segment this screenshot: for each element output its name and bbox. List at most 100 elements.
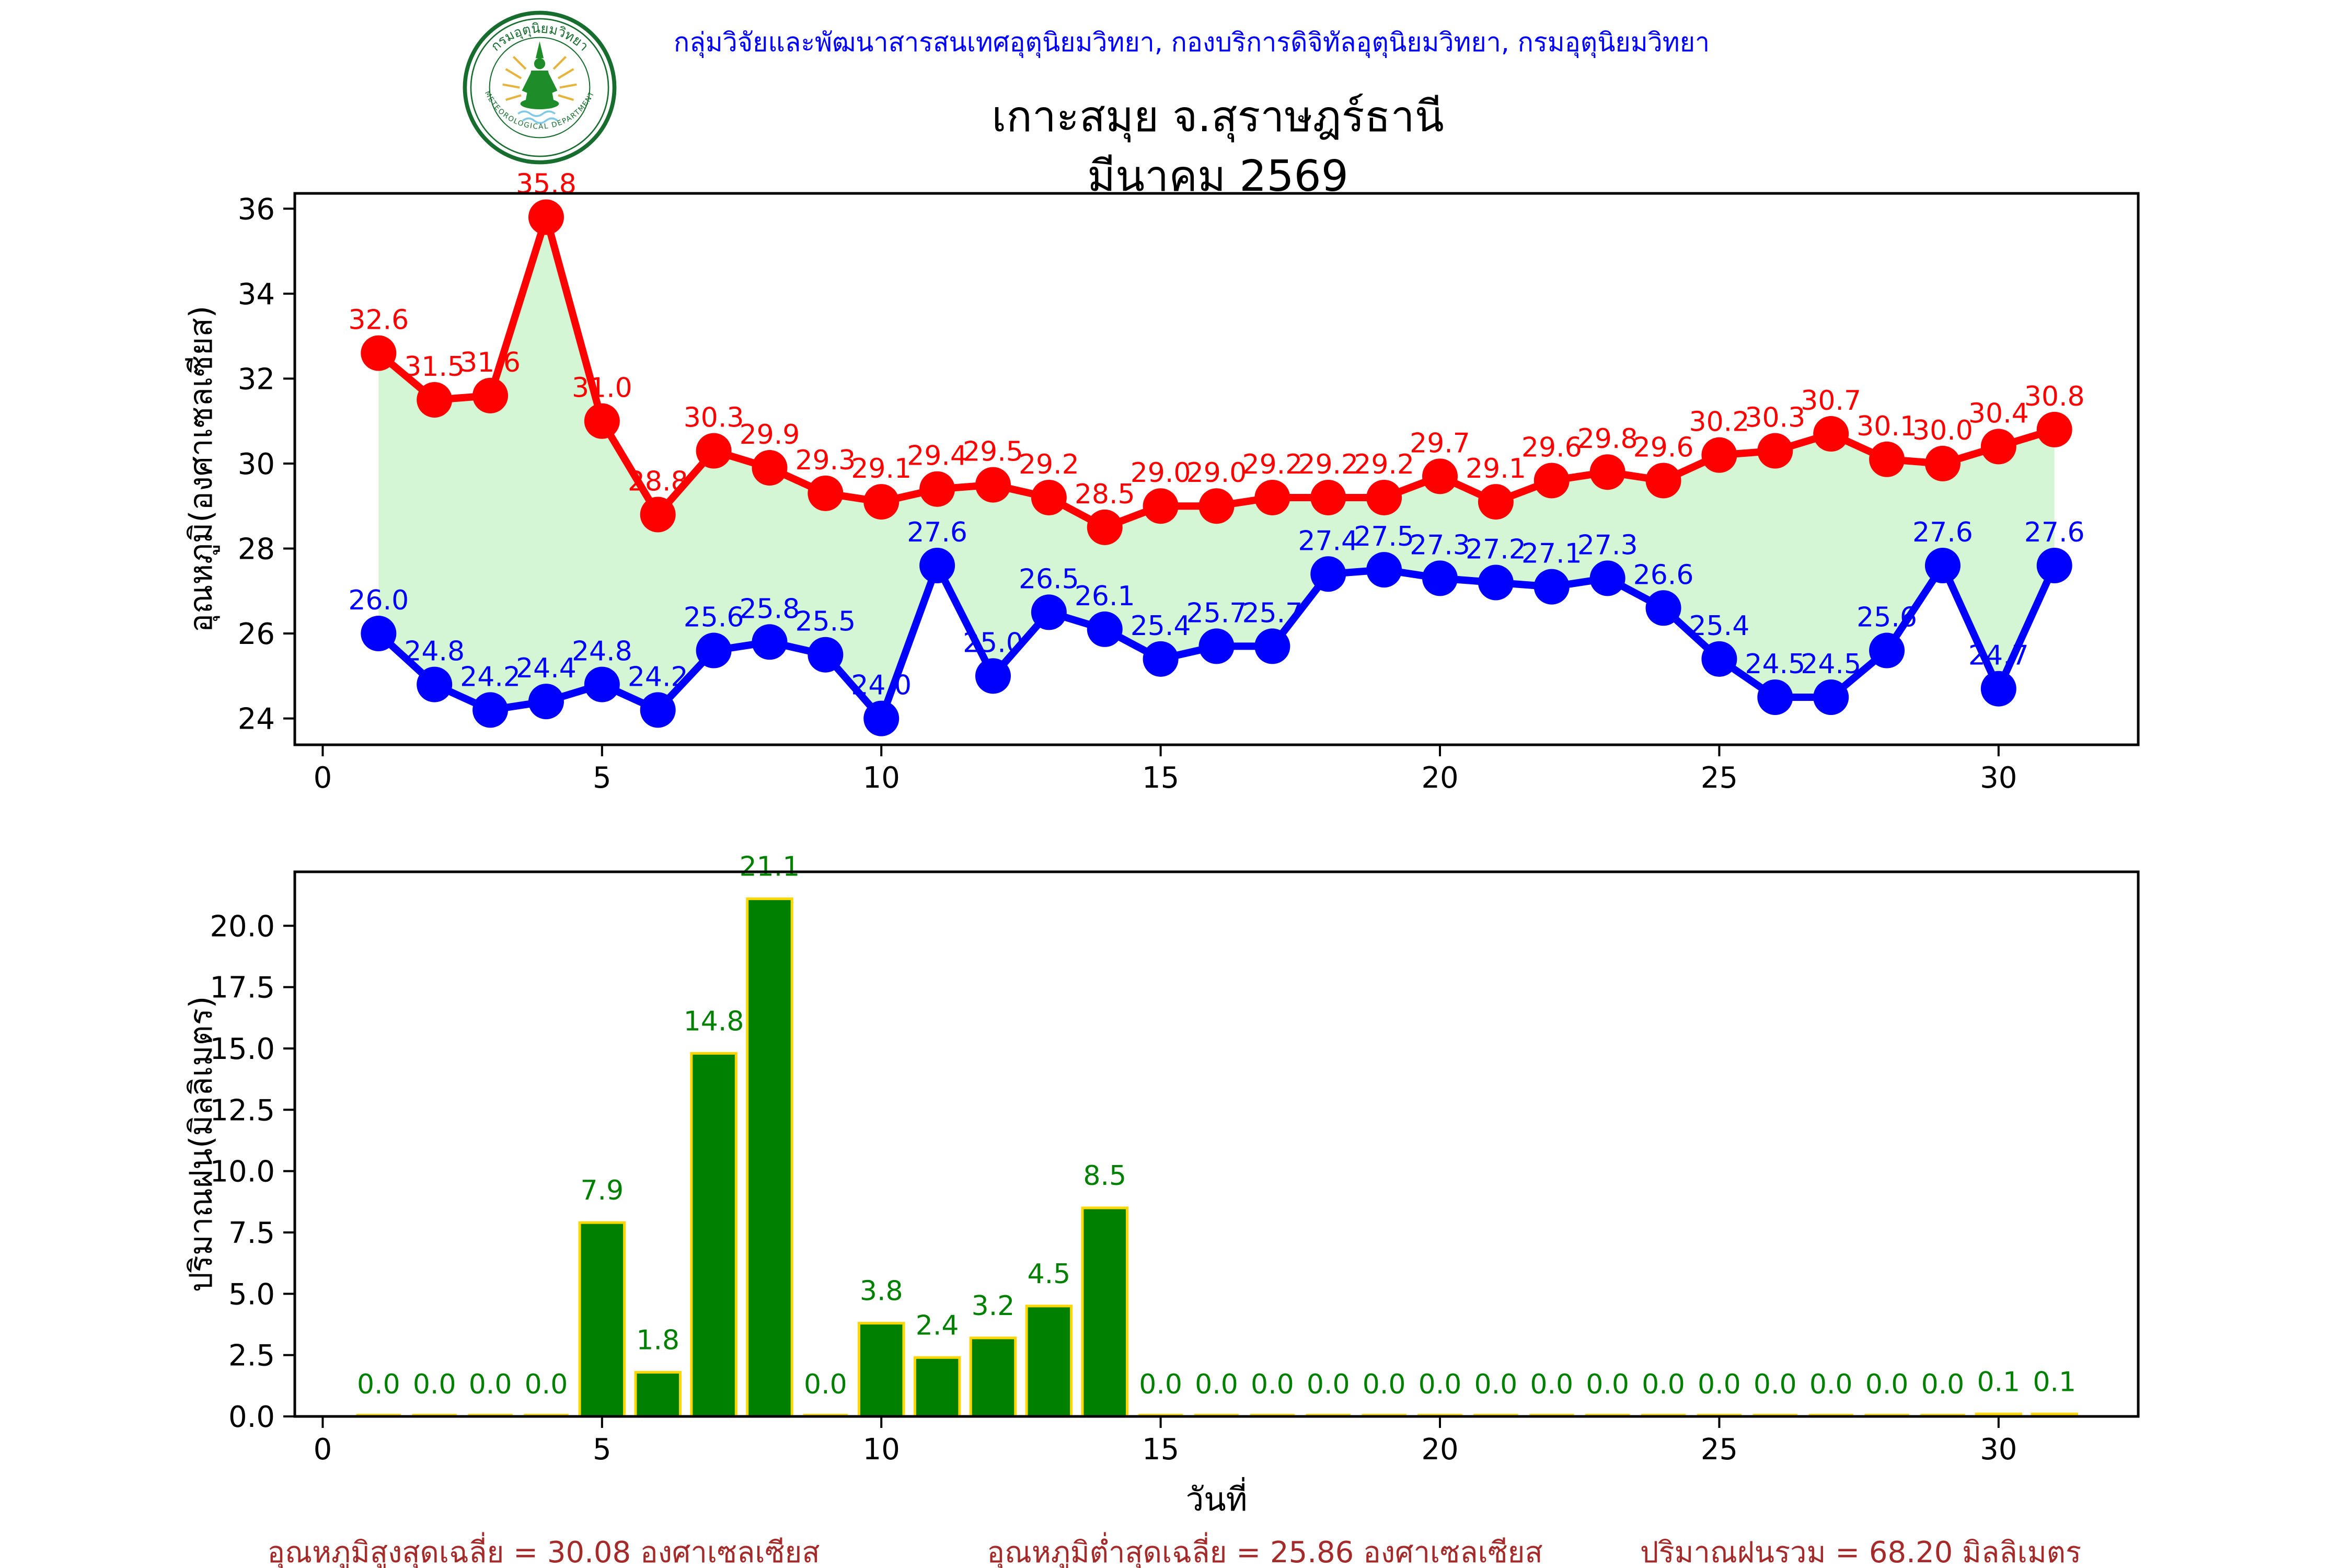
min-temp-point	[1143, 641, 1179, 677]
rain-value-label: 0.0	[1474, 1369, 1518, 1400]
min-temp-point	[1645, 590, 1681, 626]
min-temp-value-label: 25.6	[684, 602, 744, 633]
rain-value-label: 0.0	[525, 1369, 568, 1400]
min-temp-point	[361, 616, 397, 652]
max-temp-value-label: 30.3	[684, 402, 744, 434]
rain-value-label: 0.0	[469, 1369, 512, 1400]
min-temp-point	[1589, 560, 1625, 596]
temp-x-tick-label: 0	[314, 761, 332, 795]
max-temp-point	[919, 471, 955, 507]
temp-x-tick-label: 25	[1701, 761, 1738, 795]
rain-value-label: 0.0	[1586, 1369, 1629, 1400]
rain-bar	[746, 897, 793, 1418]
temp-y-tick-label: 32	[238, 362, 275, 396]
rain-bar	[578, 1221, 626, 1418]
max-temp-value-label: 35.8	[516, 169, 577, 200]
max-temp-point	[1757, 433, 1793, 469]
max-temp-value-label: 30.4	[1968, 398, 2029, 429]
rain-value-label: 1.8	[636, 1325, 679, 1356]
min-temp-value-label: 24.5	[1801, 649, 1861, 680]
max-temp-value-label: 29.8	[1577, 423, 1638, 455]
min-temp-point	[1366, 552, 1402, 588]
min-temp-point	[1813, 679, 1849, 715]
rain-value-label: 0.0	[1754, 1369, 1797, 1400]
min-temp-point	[1422, 560, 1458, 596]
rain-value-label: 0.0	[1530, 1369, 1573, 1400]
avg-min-temp-stat: อุณหภูมิต่ำสุดเฉลี่ย = 25.86 องศาเซลเซีย…	[987, 1536, 1543, 1568]
max-temp-value-label: 29.1	[1466, 453, 1526, 485]
rain-value-label: 0.0	[1307, 1369, 1350, 1400]
max-temp-point	[640, 497, 676, 533]
max-temp-point	[1645, 463, 1681, 499]
min-temp-point	[472, 692, 509, 728]
rain-bar	[913, 1356, 961, 1418]
max-temp-point	[808, 475, 844, 511]
rain-y-tick-label: 2.5	[228, 1339, 275, 1373]
max-temp-point	[1924, 445, 1961, 481]
rain-x-tick-label: 30	[1980, 1433, 2017, 1467]
min-temp-value-label: 24.4	[516, 653, 577, 684]
min-temp-value-label: 25.0	[963, 627, 1023, 659]
max-temp-value-label: 30.2	[1689, 407, 1750, 438]
rain-value-label: 0.0	[1698, 1369, 1741, 1400]
min-temp-value-label: 25.6	[1857, 602, 1917, 633]
max-temp-point	[1366, 479, 1402, 515]
max-temp-point	[863, 484, 900, 520]
rain-y-tick-label: 20.0	[210, 909, 275, 943]
min-temp-point	[863, 700, 900, 736]
min-temp-point	[417, 666, 453, 702]
min-temp-point	[975, 658, 1011, 694]
min-temp-point	[1087, 611, 1123, 647]
min-temp-value-label: 25.4	[1131, 610, 1191, 642]
min-temp-point	[1924, 548, 1961, 584]
min-temp-value-label: 24.2	[460, 661, 521, 693]
page-title: เกาะสมุย จ.สุราษฎร์ธานี	[991, 92, 1444, 142]
max-temp-point	[2036, 411, 2072, 447]
max-temp-value-label: 29.2	[1298, 449, 1358, 480]
rain-plot-border	[293, 870, 2140, 1418]
max-temp-value-label: 29.6	[1521, 432, 1582, 463]
rain-x-tick-label: 0	[314, 1433, 332, 1467]
rain-value-label: 0.0	[1921, 1369, 1965, 1400]
min-temp-point	[752, 624, 788, 660]
max-temp-point	[361, 335, 397, 371]
rain-y-tick-label: 15.0	[210, 1032, 275, 1066]
max-temp-value-label: 29.2	[1019, 449, 1079, 480]
rain-value-label: 0.1	[2033, 1366, 2076, 1398]
max-temp-point	[1980, 429, 2016, 465]
min-temp-value-label: 24.0	[851, 670, 912, 701]
rain-value-label: 0.1	[1977, 1366, 2020, 1398]
rain-y-tick-label: 10.0	[210, 1155, 275, 1189]
logo-rays	[502, 56, 577, 101]
rain-value-label: 14.8	[684, 1006, 744, 1037]
rain-value-label: 7.9	[580, 1175, 624, 1206]
min-temp-point	[1478, 564, 1514, 601]
max-temp-point	[584, 403, 620, 439]
temp-y-tick-label: 26	[238, 617, 275, 651]
rain-value-label: 4.5	[1028, 1259, 1071, 1290]
temperature-chart: 32.631.531.635.831.028.830.329.929.329.1…	[183, 169, 2140, 795]
temp-x-tick-label: 15	[1142, 761, 1179, 795]
rain-value-label: 8.5	[1083, 1160, 1126, 1192]
max-temp-point	[696, 433, 732, 469]
rain-x-tick-label: 25	[1701, 1433, 1738, 1467]
rain-value-label: 21.1	[740, 851, 800, 883]
logo-seal-ring	[489, 37, 591, 139]
rain-value-label: 0.0	[1139, 1369, 1182, 1400]
rain-value-label: 0.0	[1363, 1369, 1406, 1400]
rain-bar	[1025, 1305, 1073, 1418]
rain-x-tick-label: 15	[1142, 1433, 1179, 1467]
rain-value-label: 0.0	[1195, 1369, 1238, 1400]
temp-x-tick-label: 30	[1980, 761, 2017, 795]
min-temp-point	[1310, 556, 1346, 592]
min-temp-point	[1254, 628, 1290, 664]
max-temp-point	[1031, 479, 1067, 515]
max-temp-point	[1254, 479, 1290, 515]
max-temp-point	[1534, 463, 1570, 499]
rain-y-tick-label: 7.5	[228, 1216, 275, 1250]
max-temp-point	[1813, 416, 1849, 452]
max-temp-point	[1478, 484, 1514, 520]
rain-bar	[857, 1322, 905, 1418]
